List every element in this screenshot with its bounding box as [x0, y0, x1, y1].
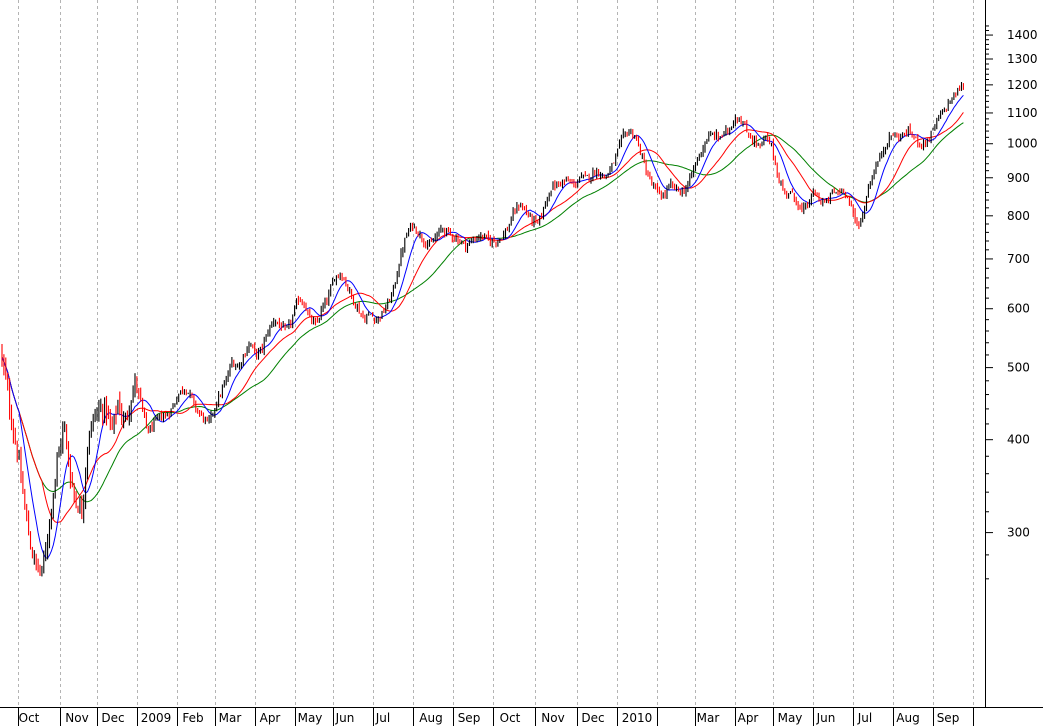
y-tick-label: 700 — [1007, 252, 1030, 266]
x-tick-label: Dec — [101, 711, 124, 725]
x-tick-label: May — [298, 711, 323, 725]
y-tick-label: 800 — [1007, 209, 1030, 223]
moving-average-long-line — [1, 122, 964, 503]
moving-average-long-layer — [1, 122, 964, 503]
y-axis-ticks: 300 400 500 600 700 800 900 1000 1100 1200 1300 140… — [985, 25, 1038, 580]
price-bars — [1, 82, 964, 577]
x-tick-label: Feb — [182, 711, 203, 725]
x-tick-label: Jul — [857, 711, 872, 725]
moving-average-mid-line — [1, 112, 964, 524]
x-tick-label: Oct — [19, 711, 40, 725]
x-tick-label: Nov — [541, 711, 564, 725]
y-tick-label: 900 — [1007, 171, 1030, 185]
x-tick-label: May — [778, 711, 803, 725]
x-tick-label: Mar — [219, 711, 242, 725]
x-tick-label: Aug — [419, 711, 442, 725]
y-tick-label: 1300 — [1007, 52, 1038, 66]
x-tick-label: 2009 — [141, 711, 172, 725]
x-tick-label: Mar — [697, 711, 720, 725]
x-tick-label: 2010 — [622, 711, 653, 725]
y-tick-label: 500 — [1007, 361, 1030, 375]
y-tick-label: 1400 — [1007, 28, 1038, 42]
x-tick-label: Apr — [738, 711, 759, 725]
x-tick-label: Apr — [260, 711, 281, 725]
y-tick-label: 300 — [1007, 526, 1030, 540]
x-tick-label: Sep — [937, 711, 960, 725]
x-tick-label: Jun — [335, 711, 355, 725]
x-axis-ticks: Oct Nov Dec 2009 Feb Mar Apr May Jun Jul Aug Sep Oct… — [18, 707, 974, 726]
y-tick-label: 1000 — [1007, 137, 1038, 151]
y-tick-label: 600 — [1007, 302, 1030, 316]
x-tick-label: Nov — [65, 711, 88, 725]
x-tick-label: Dec — [581, 711, 604, 725]
x-tick-label: Aug — [896, 711, 919, 725]
moving-average-short-layer — [1, 94, 964, 559]
y-tick-label: 400 — [1007, 433, 1030, 447]
x-tick-label: Jul — [375, 711, 390, 725]
moving-average-mid-layer — [1, 112, 964, 524]
y-tick-label: 1200 — [1007, 78, 1038, 92]
gridlines — [18, 0, 974, 707]
y-tick-label: 1100 — [1007, 106, 1038, 120]
axes — [0, 0, 1043, 708]
x-tick-label: Sep — [458, 711, 481, 725]
x-tick-label: Jun — [816, 711, 836, 725]
x-tick-label: Oct — [500, 711, 521, 725]
moving-average-short-line — [1, 94, 964, 559]
